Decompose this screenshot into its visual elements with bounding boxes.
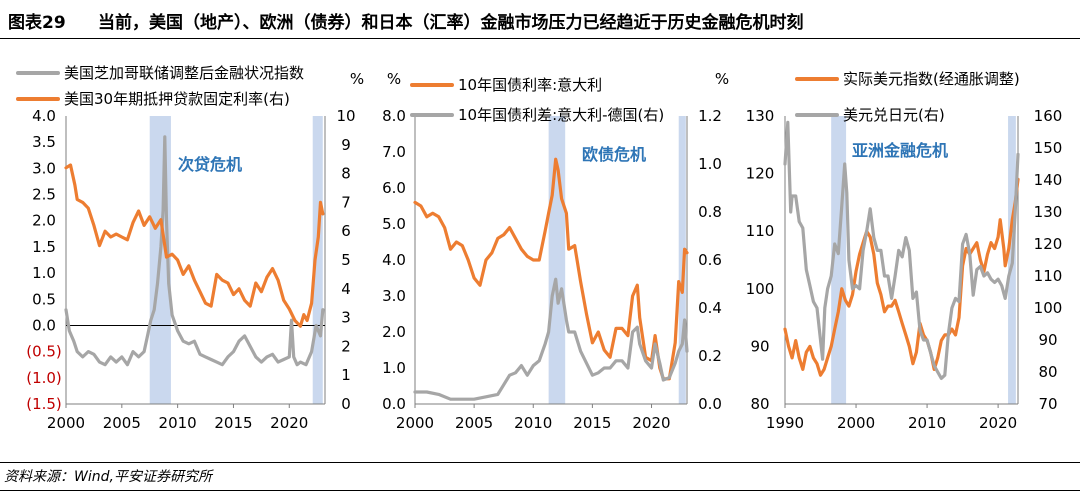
figure-title: 当前，美国（地产）、欧洲（债券）和日本（汇率）金融市场压力已经趋近于历史金融危机… (98, 13, 804, 33)
left-tick-label: 130 (746, 107, 775, 125)
left-tick-label: 3.5 (32, 133, 56, 151)
right-tick-label: 0.0 (698, 395, 722, 413)
x-tick-label: 2005 (455, 414, 493, 432)
right-tick-label: 140 (1034, 171, 1063, 189)
left-unit-label: % (387, 70, 401, 88)
x-tick-label: 2000 (396, 414, 434, 432)
crisis-annotation: 亚洲金融危机 (852, 141, 948, 160)
left-tick-label: 2.0 (382, 323, 406, 341)
right-tick-label: 100 (1034, 299, 1063, 317)
left-tick-label: 80 (750, 395, 769, 413)
left-tick-label: 1.5 (32, 238, 56, 256)
right-tick-label: 6 (341, 222, 351, 240)
right-tick-label: 110 (1034, 267, 1063, 285)
bottom-rule (0, 490, 1080, 491)
left-tick-label: (1.0) (26, 369, 62, 387)
right-tick-label: 0.6 (698, 251, 722, 269)
series-line-right (64, 163, 325, 328)
x-tick-label: 2020 (632, 414, 670, 432)
right-tick-label: 1 (341, 366, 351, 384)
right-tick-label: 80 (1038, 363, 1057, 381)
x-tick-label: 2000 (837, 414, 875, 432)
right-tick-label: 7 (341, 193, 351, 211)
right-tick-label: 0.2 (698, 347, 722, 365)
crisis-annotation: 次贷危机 (178, 155, 242, 174)
x-tick-label: 2010 (514, 414, 552, 432)
left-tick-label: (1.5) (26, 395, 62, 413)
series-line-left (64, 135, 325, 367)
x-tick-label: 2005 (103, 414, 141, 432)
right-unit-label: % (715, 70, 729, 88)
right-tick-label: 8 (341, 165, 351, 183)
legend-label: 实际美元指数(经通胀调整) (843, 70, 1020, 88)
left-tick-label: 7.0 (382, 143, 406, 161)
legend-label: 10年国债利率:意大利 (458, 76, 602, 94)
right-tick-label: 130 (1034, 203, 1063, 221)
x-tick-label: 2010 (159, 414, 197, 432)
left-tick-label: 5.0 (382, 215, 406, 233)
x-tick-label: 2020 (979, 414, 1017, 432)
legend-label: 10年国债利差:意大利-德国(右) (458, 106, 664, 124)
x-tick-label: 1990 (766, 414, 804, 432)
left-tick-label: 2.0 (32, 212, 56, 230)
right-tick-label: 90 (1038, 331, 1057, 349)
crisis-annotation: 欧债危机 (582, 145, 646, 164)
right-tick-label: 0.8 (698, 203, 722, 221)
x-tick-label: 2010 (908, 414, 946, 432)
right-tick-label: 1.0 (698, 155, 722, 173)
right-unit-label: % (350, 70, 364, 88)
left-tick-label: 90 (750, 337, 769, 355)
left-tick-label: 3.0 (32, 159, 56, 177)
left-tick-label: 0.5 (32, 290, 56, 308)
right-tick-label: 9 (341, 136, 351, 154)
right-tick-label: 3 (341, 309, 351, 327)
left-tick-label: 120 (746, 165, 775, 183)
series-line-right (413, 277, 689, 401)
x-tick-label: 2000 (47, 414, 85, 432)
source-rule (0, 462, 1080, 463)
right-tick-label: 70 (1038, 395, 1057, 413)
left-tick-label: 100 (746, 280, 775, 298)
x-tick-label: 2015 (214, 414, 252, 432)
left-tick-label: (0.5) (26, 343, 62, 361)
right-tick-label: 160 (1034, 107, 1063, 125)
figure-source: 资料来源：Wind,平安证券研究所 (4, 469, 212, 485)
legend-label: 美国芝加哥联储调整后金融状况指数 (64, 64, 304, 82)
right-tick-label: 150 (1034, 139, 1063, 157)
crisis-band (678, 116, 686, 404)
right-tick-label: 10 (336, 107, 355, 125)
left-tick-label: 4.0 (32, 107, 56, 125)
left-tick-label: 2.5 (32, 186, 56, 204)
left-tick-label: 0.0 (32, 316, 56, 334)
right-tick-label: 120 (1034, 235, 1063, 253)
right-tick-label: 0.4 (698, 299, 722, 317)
left-tick-label: 4.0 (382, 251, 406, 269)
left-tick-label: 1.0 (32, 264, 56, 282)
series-line-left (783, 177, 1020, 377)
right-tick-label: 0 (341, 395, 351, 413)
figure-number: 图表29 (8, 13, 66, 33)
left-tick-label: 3.0 (382, 287, 406, 305)
x-tick-label: 2020 (270, 414, 308, 432)
right-tick-label: 2 (341, 337, 351, 355)
right-tick-label: 4 (341, 280, 351, 298)
left-tick-label: 0.0 (382, 395, 406, 413)
figure-title-bar: 图表29 当前，美国（地产）、欧洲（债券）和日本（汇率）金融市场压力已经趋近于历… (0, 0, 1080, 39)
left-tick-label: 8.0 (382, 107, 406, 125)
left-tick-label: 110 (746, 222, 775, 240)
x-tick-label: 2015 (573, 414, 611, 432)
right-tick-label: 5 (341, 251, 351, 269)
right-tick-label: 1.2 (698, 107, 722, 125)
series-line-right (783, 120, 1020, 380)
crisis-band (312, 116, 323, 404)
legend-label: 美元兑日元(右) (843, 106, 945, 124)
legend-label: 美国30年期抵押贷款固定利率(右) (64, 90, 290, 108)
left-tick-label: 1.0 (382, 359, 406, 377)
left-tick-label: 6.0 (382, 179, 406, 197)
